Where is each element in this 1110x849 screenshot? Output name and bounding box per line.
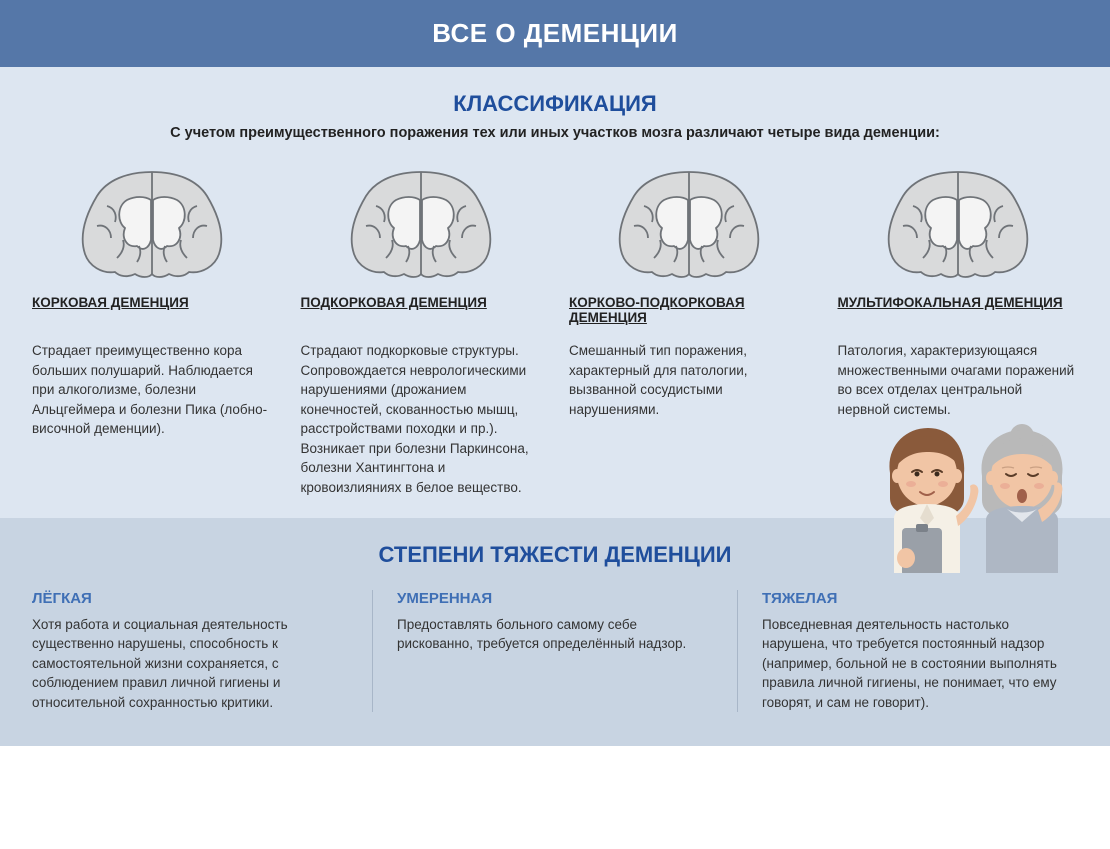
classification-title: КЛАССИФИКАЦИЯ (32, 91, 1078, 117)
brain-icon (32, 161, 273, 281)
severity-col: УМЕРЕННАЯ Предоставлять больного самому … (372, 590, 737, 713)
card-title: ПОДКОРКОВАЯ ДЕМЕНЦИЯ (301, 295, 542, 331)
classification-card: КОРКОВАЯ ДЕМЕНЦИЯ Страдает преимуществен… (32, 161, 273, 498)
brain-icon (569, 161, 810, 281)
card-body: Страдает преимущественно кора больших по… (32, 341, 273, 439)
severity-title: УМЕРЕННАЯ (397, 590, 713, 607)
severity-col: ТЯЖЕЛАЯ Повседневная деятельность настол… (737, 590, 1078, 713)
page-header: ВСЕ О ДЕМЕНЦИИ (0, 0, 1110, 67)
classification-card: ПОДКОРКОВАЯ ДЕМЕНЦИЯ Страдают подкорковы… (301, 161, 542, 498)
classification-card: КОРКОВО-ПОДКОРКОВАЯ ДЕМЕНЦИЯ Смешанный т… (569, 161, 810, 498)
card-title: КОРКОВАЯ ДЕМЕНЦИЯ (32, 295, 273, 331)
severity-col: ЛЁГКАЯ Хотя работа и социальная деятельн… (32, 590, 372, 713)
severity-body: Хотя работа и социальная деятельность су… (32, 615, 348, 713)
card-title: КОРКОВО-ПОДКОРКОВАЯ ДЕМЕНЦИЯ (569, 295, 810, 331)
card-title: МУЛЬТИФОКАЛЬНАЯ ДЕМЕНЦИЯ (838, 295, 1079, 331)
page-title: ВСЕ О ДЕМЕНЦИИ (432, 18, 678, 48)
brain-icon (301, 161, 542, 281)
severity-title: ТЯЖЕЛАЯ (762, 590, 1078, 607)
severity-body: Предоставлять больного самому себе риско… (397, 615, 713, 654)
severity-title: ЛЁГКАЯ (32, 590, 348, 607)
card-body: Патология, характеризующаяся множественн… (838, 341, 1079, 419)
card-body: Смешанный тип поражения, характерный для… (569, 341, 810, 419)
severity-columns: ЛЁГКАЯ Хотя работа и социальная деятельн… (32, 590, 1078, 713)
severity-body: Повседневная деятельность настолько нару… (762, 615, 1078, 713)
classification-subtitle: С учетом преимущественного поражения тех… (32, 125, 1078, 141)
classification-section: КЛАССИФИКАЦИЯ С учетом преимущественного… (0, 67, 1110, 518)
brain-icon (838, 161, 1079, 281)
card-body: Страдают подкорковые структуры. Сопровож… (301, 341, 542, 498)
doctor-patient-icon (870, 418, 1080, 578)
